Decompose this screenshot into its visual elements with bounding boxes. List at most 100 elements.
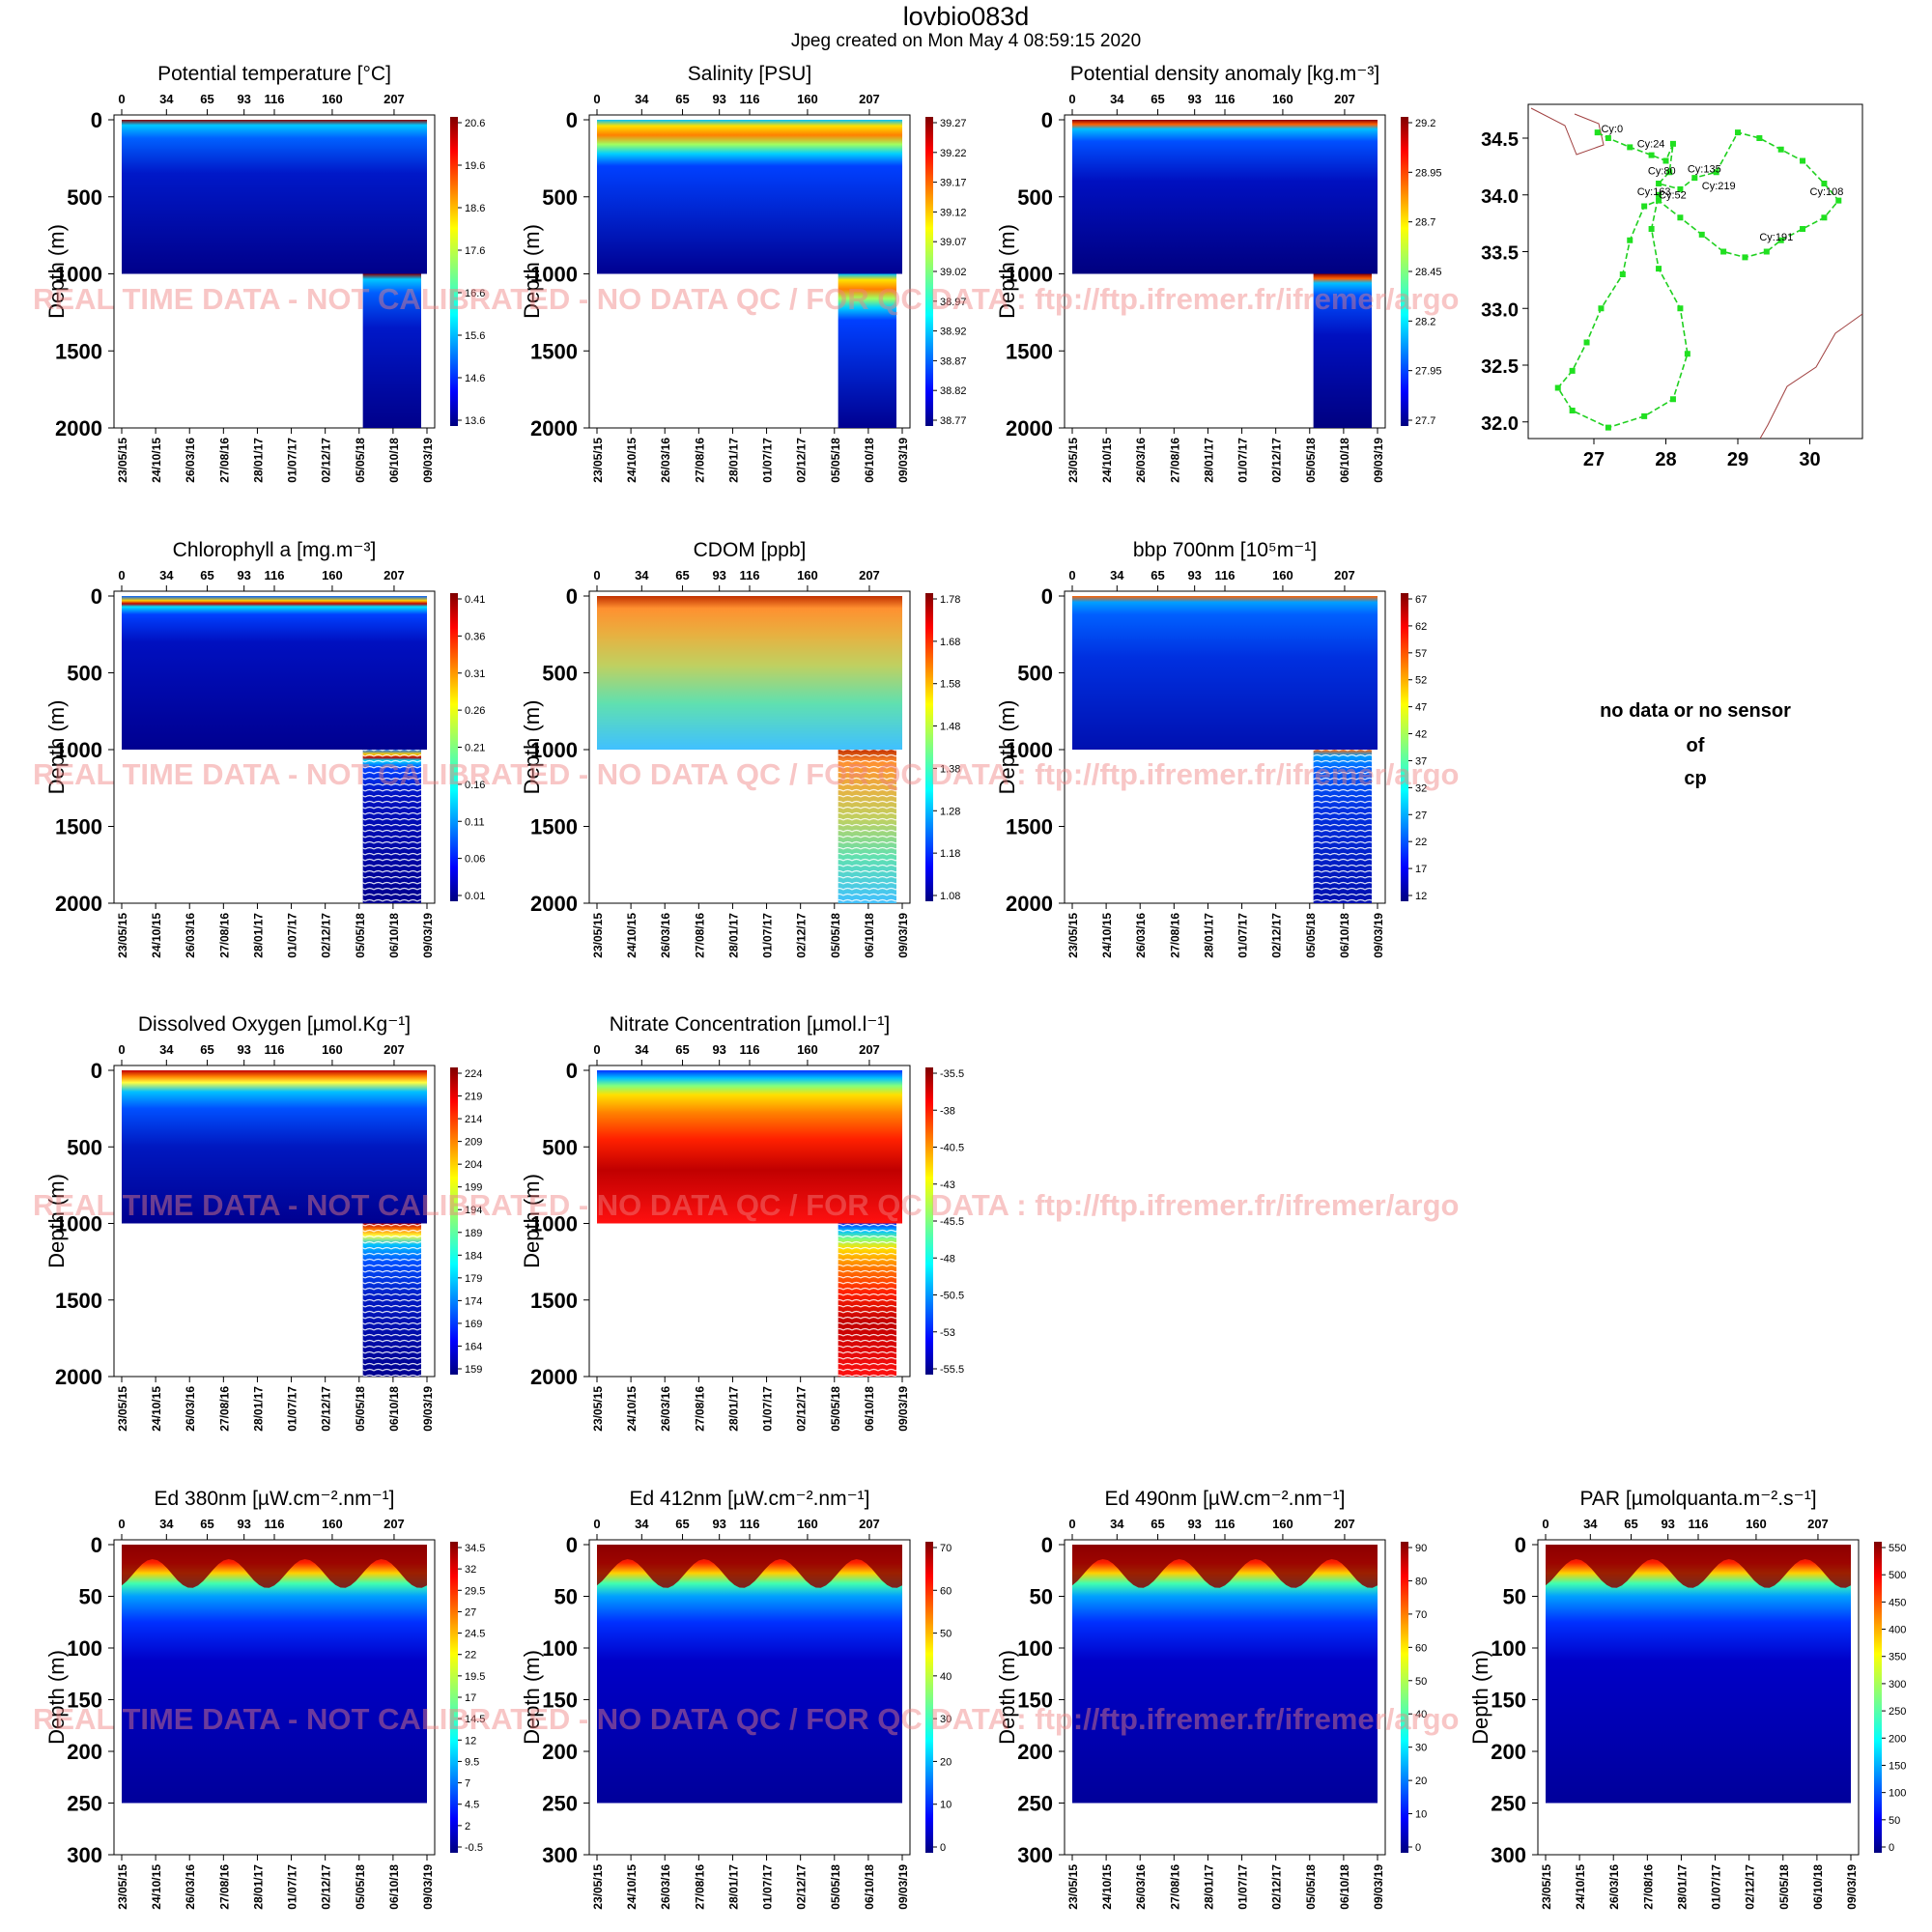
depth-tick-label: 2000 (1006, 892, 1053, 916)
nodata-line-3: cp (1684, 768, 1706, 789)
trajectory-point (1554, 384, 1561, 391)
trajectory-point (1594, 129, 1601, 136)
date-tick-label: 06/10/18 (387, 913, 401, 958)
depth-tick-label: 1500 (530, 815, 578, 839)
colorbar-tick-label: 0 (1889, 1842, 1894, 1854)
cycle-tick-label: 93 (237, 1517, 250, 1531)
colorbar-tick-label: 13.6 (465, 415, 485, 427)
date-tick-label: 26/03/16 (1134, 913, 1148, 958)
cycle-tick-label: 93 (1187, 568, 1201, 582)
panel-5: Chlorophyll a [mg.m⁻³] 0 500 1000 1500 2000 De… (44, 539, 485, 958)
trajectory-point (1669, 140, 1676, 147)
lat-tick-label: 32.0 (1481, 413, 1519, 435)
y-axis-label: Depth (m) (44, 1650, 69, 1745)
colorbar-tick-label: 1.78 (940, 594, 960, 606)
cycle-tick-label: 160 (322, 1517, 343, 1531)
colorbar-tick-label: 70 (1415, 1609, 1427, 1621)
date-tick-label: 01/07/17 (761, 1386, 775, 1432)
trajectory-point (1569, 367, 1576, 374)
date-tick-label: 28/01/17 (251, 1386, 265, 1432)
colorbar-tick-label: 200 (1889, 1733, 1906, 1745)
cycle-tick-label: 93 (712, 568, 725, 582)
colorbar-tick-label: 500 (1889, 1570, 1906, 1581)
depth-tick-label: 1000 (55, 1212, 102, 1236)
trajectory-point (1569, 408, 1576, 413)
cycle-tick-label: 34 (635, 92, 649, 106)
colorbar-tick-label: 199 (465, 1182, 482, 1194)
date-tick-label: 06/10/18 (863, 1864, 876, 1910)
colorbar-tick-label: 18.6 (465, 203, 485, 214)
depth-tick-label: 0 (1041, 584, 1053, 609)
cycle-tick-label: 116 (740, 92, 760, 106)
depth-tick-label: 500 (67, 185, 102, 210)
date-tick-label: 02/12/17 (320, 1864, 333, 1910)
y-axis-label: Depth (m) (44, 224, 69, 319)
deep-profile-stripes (362, 750, 421, 903)
date-tick-label: 26/03/16 (1134, 1864, 1148, 1910)
date-tick-label: 27/08/16 (1641, 1864, 1655, 1910)
colorbar-tick-label: 9.5 (465, 1756, 479, 1768)
cycle-tick-label: 160 (797, 1042, 818, 1057)
cycle-tick-label: 207 (859, 1517, 880, 1531)
trajectory-point (1777, 146, 1784, 153)
depth-tick-label: 1000 (1006, 738, 1053, 762)
date-tick-label: 01/07/17 (286, 1386, 299, 1432)
cycle-tick-label: 0 (1542, 1517, 1548, 1531)
colorbar-tick-label: 28.45 (1415, 267, 1442, 278)
data-field (1546, 1545, 1851, 1804)
date-tick-label: 02/12/17 (1744, 1864, 1757, 1910)
date-tick-label: 09/03/19 (421, 438, 435, 483)
colorbar-tick-label: 10 (1415, 1809, 1427, 1821)
coastline (1759, 313, 1863, 440)
date-tick-label: 26/03/16 (1134, 438, 1148, 483)
date-tick-label: 23/05/15 (1540, 1864, 1553, 1910)
cycle-tick-label: 116 (1215, 568, 1236, 582)
cycle-tick-label: 207 (384, 1517, 405, 1531)
date-tick-label: 09/03/19 (1845, 1864, 1859, 1910)
depth-tick-label: 2000 (55, 1365, 102, 1389)
cycle-tick-label: 65 (1151, 1517, 1164, 1531)
depth-tick-label: 1500 (55, 1289, 102, 1313)
depth-tick-label: 1000 (55, 738, 102, 762)
date-tick-label: 09/03/19 (896, 1864, 910, 1910)
date-tick-label: 24/10/15 (625, 913, 639, 958)
panel-6: CDOM [ppb] 0 500 1000 1500 2000 Depth (m) 0 34 65… (520, 539, 960, 958)
date-tick-label: 28/01/17 (251, 1864, 265, 1910)
trajectory-point (1720, 248, 1727, 255)
colorbar-tick-label: 20.6 (465, 118, 485, 129)
cycle-tick-label: 34 (635, 1042, 649, 1057)
date-tick-label: 02/12/17 (1270, 913, 1284, 958)
colorbar-tick-label: 17.6 (465, 245, 485, 257)
colorbar-tick-label: 19.6 (465, 160, 485, 172)
colorbar (1401, 117, 1408, 426)
colorbar-tick-label: 189 (465, 1228, 482, 1239)
colorbar-tick-label: 224 (465, 1068, 482, 1080)
deep-profile-stripes (362, 1223, 421, 1377)
panel-title: CDOM [ppb] (694, 539, 807, 561)
depth-tick-label: 100 (1491, 1636, 1526, 1661)
data-field-shallow (1072, 596, 1378, 750)
depth-tick-label: 250 (542, 1792, 578, 1816)
cycle-tick-label: 34 (159, 568, 174, 582)
depth-tick-label: 1500 (530, 1289, 578, 1313)
colorbar (450, 117, 458, 426)
colorbar-tick-label: -43 (940, 1179, 955, 1191)
cycle-tick-label: 207 (1334, 92, 1355, 106)
cycle-tick-label: 160 (1746, 1517, 1767, 1531)
cycle-tick-label: 65 (200, 568, 213, 582)
cycle-tick-label: 116 (1215, 1517, 1236, 1531)
colorbar-tick-label: 1.68 (940, 637, 960, 648)
depth-tick-label: 50 (1503, 1585, 1526, 1609)
depth-tick-label: 1000 (530, 738, 578, 762)
cycle-tick-label: 0 (593, 568, 600, 582)
trajectory-point (1648, 152, 1655, 158)
cycle-tick-label: 0 (593, 1042, 600, 1057)
date-tick-label: 09/03/19 (421, 913, 435, 958)
depth-tick-label: 0 (566, 108, 578, 132)
trajectory-point (1742, 254, 1748, 261)
trajectory-point (1691, 175, 1698, 182)
colorbar-tick-label: 40 (1415, 1709, 1427, 1720)
depth-tick-label: 200 (542, 1740, 578, 1764)
trajectory-point (1777, 237, 1784, 243)
colorbar-tick-label: 169 (465, 1319, 482, 1330)
